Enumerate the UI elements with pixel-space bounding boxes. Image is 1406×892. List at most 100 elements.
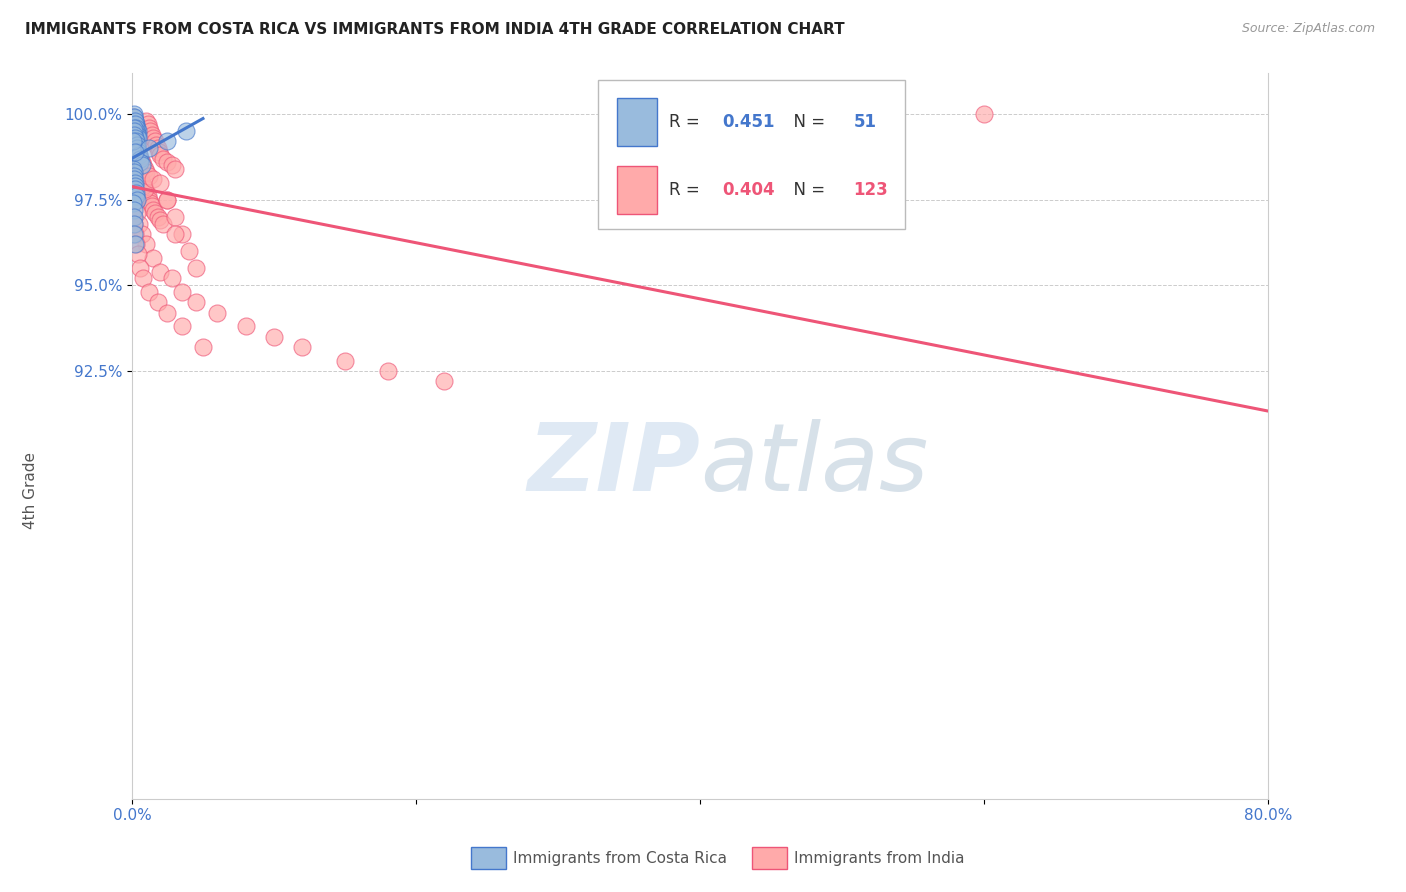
Point (124, 141, 146, 155)
Text: 123: 123 (853, 181, 889, 199)
Point (156, 135, 179, 149)
Text: ZIP: ZIP (527, 419, 700, 511)
Point (145, 137, 167, 152)
Point (125, 148, 148, 162)
Point (124, 182, 146, 196)
Text: IMMIGRANTS FROM COSTA RICA VS IMMIGRANTS FROM INDIA 4TH GRADE CORRELATION CHART: IMMIGRANTS FROM COSTA RICA VS IMMIGRANTS… (25, 22, 845, 37)
Point (156, 193, 179, 207)
Point (170, 285, 193, 299)
Point (125, 128, 148, 142)
Point (139, 124, 162, 138)
Point (156, 155, 179, 169)
Point (139, 196, 162, 211)
Point (122, 210, 145, 224)
Point (122, 107, 145, 121)
Point (124, 135, 146, 149)
Point (131, 155, 153, 169)
Point (135, 186, 157, 200)
Point (177, 244, 200, 258)
Point (143, 206, 166, 220)
Point (124, 176, 146, 190)
Point (124, 178, 146, 193)
Text: Immigrants from Costa Rica: Immigrants from Costa Rica (513, 851, 727, 865)
Point (141, 199, 163, 213)
Point (142, 131, 165, 145)
Point (127, 161, 149, 176)
Point (128, 152, 150, 166)
Point (122, 114, 145, 128)
Point (138, 285, 160, 299)
Point (156, 305, 179, 319)
Point (124, 145, 146, 159)
Point (124, 131, 146, 145)
Point (128, 148, 150, 162)
Point (124, 172, 146, 186)
Point (124, 131, 146, 145)
Point (124, 114, 146, 128)
Point (122, 124, 145, 138)
Point (136, 189, 159, 203)
Point (124, 227, 146, 241)
Point (163, 161, 186, 176)
Point (973, 107, 995, 121)
Point (124, 131, 146, 145)
Point (124, 111, 146, 125)
Point (135, 165, 157, 179)
Point (124, 227, 146, 241)
FancyBboxPatch shape (598, 80, 904, 229)
Point (184, 295, 207, 310)
Point (156, 193, 179, 207)
Point (122, 111, 145, 125)
Point (125, 137, 148, 152)
Point (127, 247, 149, 261)
Point (127, 158, 149, 172)
Point (122, 120, 145, 135)
Point (122, 165, 145, 179)
Point (124, 141, 146, 155)
Point (191, 340, 214, 354)
Point (129, 261, 152, 276)
Point (124, 237, 146, 252)
Point (205, 305, 228, 319)
Point (124, 145, 146, 159)
Point (138, 169, 160, 183)
Point (124, 117, 146, 131)
Point (122, 202, 145, 217)
Point (122, 210, 145, 224)
Point (138, 141, 160, 155)
Point (129, 169, 152, 183)
Text: N =: N = (783, 113, 831, 131)
Point (152, 217, 174, 231)
Point (127, 145, 149, 159)
Point (170, 319, 193, 334)
Point (124, 128, 146, 142)
Text: R =: R = (669, 113, 706, 131)
Point (124, 128, 146, 142)
Point (129, 172, 152, 186)
Point (127, 128, 149, 142)
Point (129, 155, 152, 169)
Point (377, 364, 399, 378)
Text: 51: 51 (853, 113, 876, 131)
Point (163, 227, 186, 241)
Point (433, 374, 456, 388)
Point (143, 135, 166, 149)
Point (163, 210, 186, 224)
Point (142, 172, 165, 186)
Point (124, 124, 146, 138)
Point (134, 182, 156, 196)
Point (142, 251, 165, 265)
Point (138, 193, 160, 207)
Text: 0.404: 0.404 (721, 181, 775, 199)
Point (125, 186, 148, 200)
Point (132, 178, 155, 193)
Point (122, 117, 145, 131)
Point (149, 264, 172, 278)
Point (127, 155, 149, 169)
Point (122, 124, 145, 138)
Text: R =: R = (669, 181, 706, 199)
Point (132, 271, 155, 285)
Point (134, 161, 156, 176)
Text: N =: N = (783, 181, 831, 199)
Point (124, 137, 146, 152)
